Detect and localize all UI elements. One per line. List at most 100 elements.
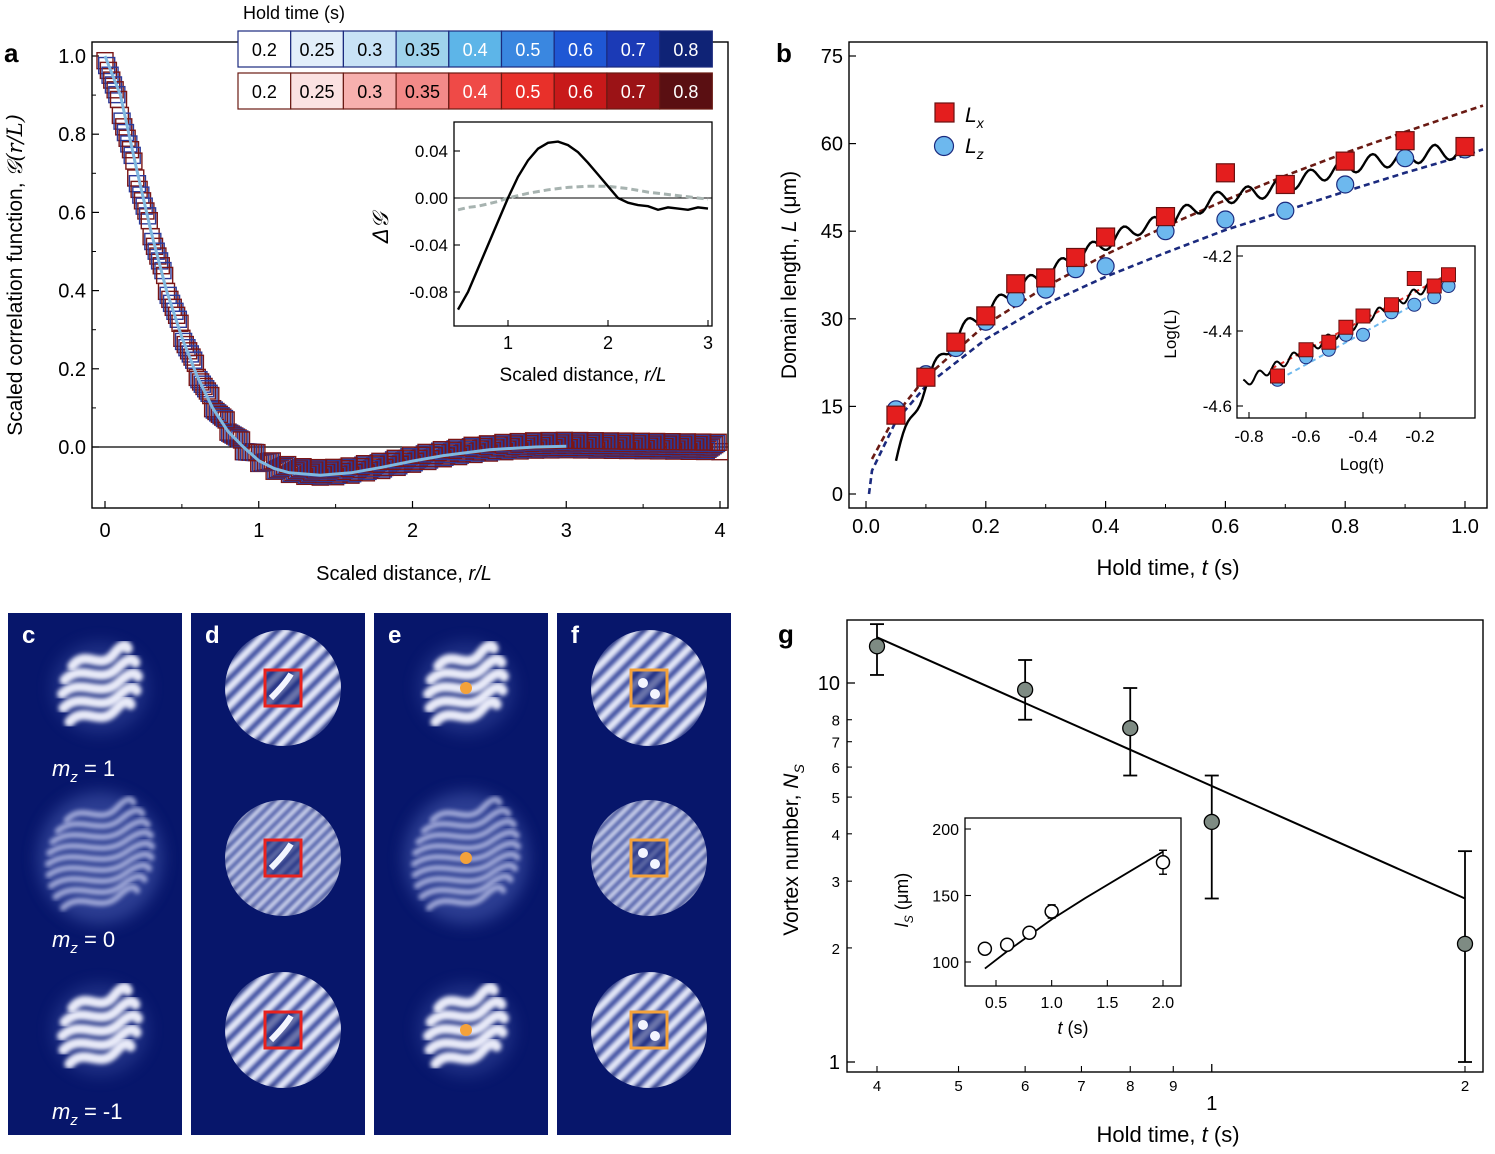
g-point [1203,813,1220,831]
a-ytick-label: 0.8 [58,124,86,146]
panel-g-inset-xlabel-unit: (s) [1063,1018,1089,1038]
bi-xtick-label: -0.4 [1348,427,1377,446]
b-ytick-label: 0 [832,484,843,506]
fringe-stripe [638,630,707,746]
legend-red-swatch [342,72,397,110]
cloud-domain [64,1038,136,1069]
bi-ytick-label: -4.6 [1203,397,1232,416]
b-ytick-label: 15 [821,396,843,418]
legend-blue-label: 0.4 [463,40,488,60]
fringe-stripe [591,800,683,916]
b-ytick-label: 60 [821,134,843,156]
cloud-domain [67,640,133,671]
panel-g-inset-xlabel-var: t [1057,1018,1063,1038]
panel-a-inset-xlabel-math: r/L [644,365,666,386]
fringe-stripe [591,972,678,1088]
fringe-stripe [620,972,707,1088]
legend-blue-swatch [553,30,608,68]
legend-blue-label: 0.8 [673,40,698,60]
legend-red-label: 0.2 [252,82,277,102]
cloud-domain [425,884,507,911]
b-lx-point [916,367,936,387]
panel-e-label: e [388,622,401,649]
vortex-fringe-b [650,689,660,699]
legend-lz-marker [933,135,955,157]
a-marker [96,51,114,70]
bi-ytick-label: -4.4 [1203,322,1232,341]
dislocation-core [631,840,667,876]
g-ytick-minor-label: 2 [832,941,840,958]
legend-blue-label: 0.25 [300,40,335,60]
gi-xtick-label: 1.0 [1041,995,1063,1012]
a-xtick-label: 2 [407,520,418,542]
cloud-domain [433,982,499,1013]
a-marker [709,433,727,451]
legend-blue-swatch [342,30,397,68]
g-point [868,638,886,655]
legend-lx-marker [934,102,955,123]
ai-xtick-label: 2 [603,333,613,353]
cloud-domain [429,796,503,823]
defect-box [263,1010,303,1050]
b-xtick-label: 0.8 [1331,516,1359,538]
fringe-stripe [254,630,341,746]
panel-b-frame [848,41,1488,509]
fringe-stripe [591,630,696,746]
vortex-fringe-a [638,1020,648,1030]
panel-g-data [868,623,1474,1063]
panel-g-xlabel-var: t [1202,1122,1209,1147]
fringe-stripe [236,630,341,746]
panel-g-inset-ylabel: lS (μm) [892,873,916,927]
a-ytick-label: 0.6 [58,202,86,224]
cloud-domain [52,873,148,900]
gi-point [999,937,1015,952]
cloud-domain [413,862,519,889]
vortex-fringe-a [638,678,648,688]
legend-lx-label: Lx [965,104,985,131]
defect-box [629,1010,669,1050]
dislocation-core [631,670,667,706]
defect-box [263,668,303,708]
g-xtick-minor-label: 9 [1169,1078,1177,1095]
legend-blue-label: 0.6 [568,40,593,60]
cloud-domain [58,682,142,713]
fringe-stripe [591,972,696,1088]
gi-point [977,941,993,956]
a-ytick-label: 1.0 [58,46,86,68]
defect-box [629,668,669,708]
panel-g-ylabel-text: Vortex number, [780,789,803,936]
panel-a-inset-xlabel: Scaled distance, r/L [500,365,667,386]
g-xtick-minor-label: 8 [1126,1078,1134,1095]
panel-a-data [96,51,728,486]
a-marker [231,430,249,448]
panel-c: cmz = 1mz = 0mz = -1 [8,613,182,1135]
bi-fit-lz [1271,281,1455,385]
panel-a-xlabel: Scaled distance, r/L [316,563,492,585]
cloud-domain [433,640,499,671]
cloud-domain [54,807,146,834]
panel-a-inset-ylabel: Δ𝒢 [368,209,393,244]
cloud-domain [412,829,520,856]
a-fit-curve [103,55,567,477]
b-lx-point [1335,151,1355,171]
panel-b-ylabel-var: L [778,220,801,232]
b-lx-point [1215,163,1236,183]
bi-ytick-label: -4.2 [1203,247,1232,266]
fringe-stripe [225,800,305,916]
b-lx-point [1006,274,1026,294]
panel-g-inset-ylabel-unit: (μm) [892,873,912,915]
mz-label-sub: z [69,940,78,957]
fringe-stripe [591,800,671,916]
a-ytick-label: 0.4 [58,281,86,303]
g-xtick-minor-label: 4 [873,1078,881,1095]
ai-dashed-curve [457,184,709,212]
bi-lx-point [1321,334,1337,350]
mz-label-m: m [52,756,70,781]
panel-b-ylabel: Domain length, L (μm) [778,171,801,379]
legend-blue-swatch [290,30,345,68]
b-ytick-label: 45 [821,221,843,243]
defect-box [629,838,669,878]
bi-lx-point [1426,278,1442,294]
vortex-fringe-b [650,1031,660,1041]
